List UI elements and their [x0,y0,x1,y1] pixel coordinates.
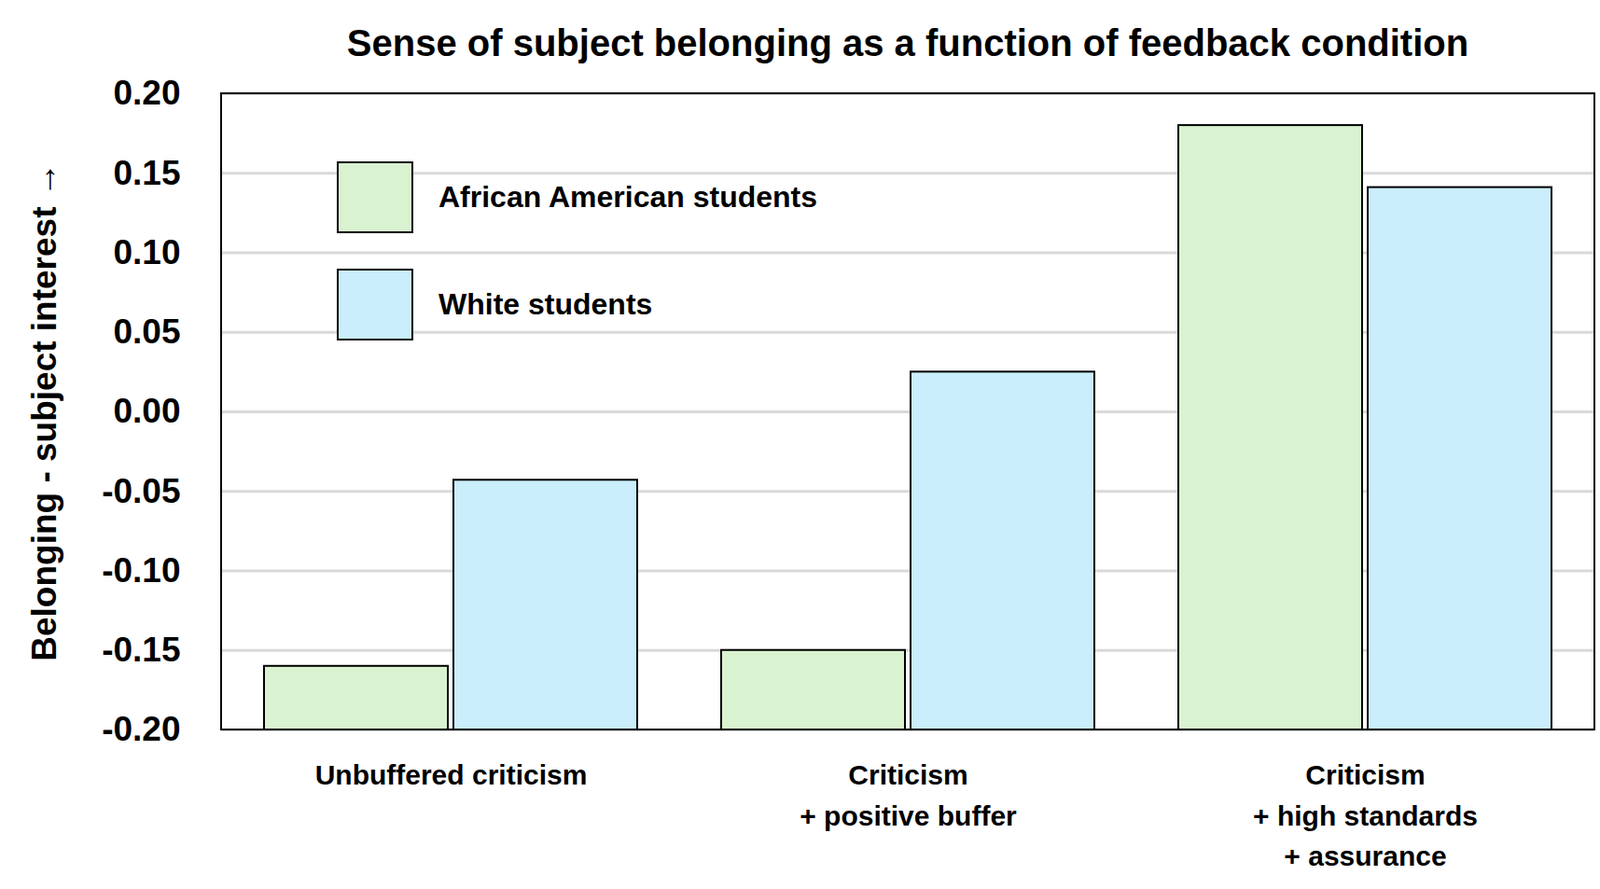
svg-text:0.05: 0.05 [112,312,181,351]
svg-text:-0.05: -0.05 [101,472,181,511]
svg-text:-0.10: -0.10 [101,551,181,590]
svg-text:0.20: 0.20 [112,73,181,112]
svg-text:Criticism+ positive buffer: Criticism+ positive buffer [799,759,1017,832]
svg-text:Unbuffered criticism: Unbuffered criticism [315,759,588,791]
svg-text:Criticism+ high standards+ ass: Criticism+ high standards+ assurance [1252,759,1478,872]
svg-text:-0.15: -0.15 [101,630,181,669]
svg-text:0.15: 0.15 [112,153,181,193]
html-text:African American students: African American students [438,180,818,214]
svg-text:0.00: 0.00 [112,391,181,431]
html-text:White students: White students [438,287,653,321]
html-text:Sense of subject belonging as: Sense of subject belonging as a function… [346,22,1469,64]
svg-text:0.10: 0.10 [112,233,181,272]
svg-text:-0.20: -0.20 [101,709,181,749]
svg-text:Belonging - subject interest →: Belonging - subject interest → [25,162,64,662]
